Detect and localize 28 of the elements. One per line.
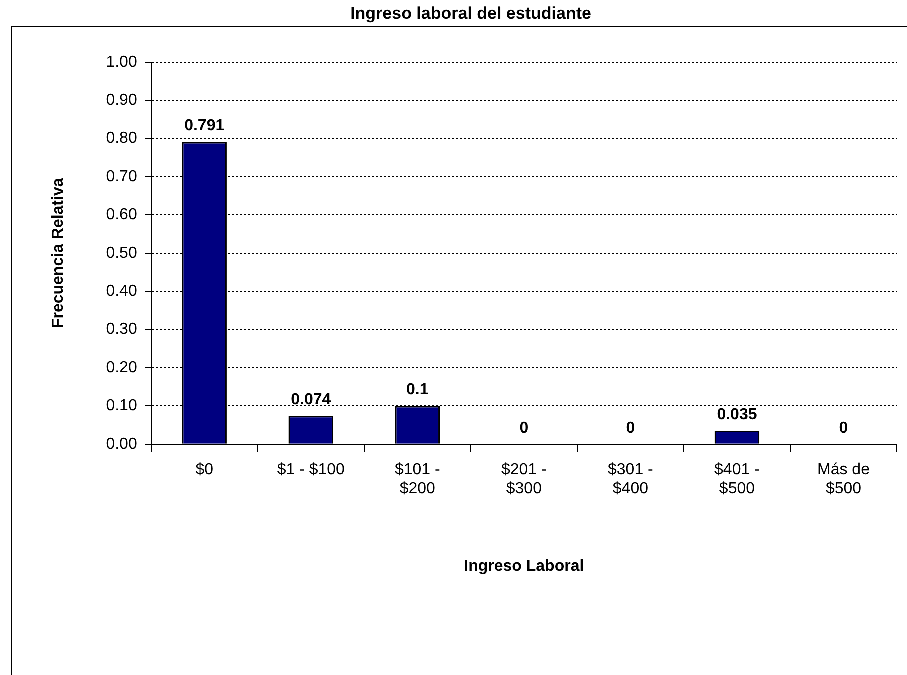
y-tick-label: 0.80 bbox=[106, 130, 138, 148]
data-label: 0 bbox=[839, 420, 848, 437]
y-tick-label: 0.90 bbox=[106, 92, 138, 110]
x-tick-label: $201 - $300 bbox=[501, 461, 547, 498]
y-tick-label: 0.70 bbox=[106, 168, 138, 186]
y-tick-label: 0.10 bbox=[106, 398, 138, 415]
data-label: 0.791 bbox=[184, 118, 225, 135]
y-tick-label: 0.40 bbox=[106, 283, 138, 300]
data-label: 0 bbox=[626, 420, 636, 437]
x-tick-label: $401 - $500 bbox=[714, 461, 760, 498]
x-tick-label: $101 - $200 bbox=[394, 461, 440, 498]
y-tick-label: 0.30 bbox=[106, 321, 138, 338]
y-tick-label: 0.50 bbox=[106, 244, 138, 262]
x-axis-title: Ingreso Laboral bbox=[464, 558, 584, 575]
x-tick-label: Más de $500 bbox=[818, 461, 870, 498]
data-label: 0.1 bbox=[406, 382, 429, 399]
data-label: 0.035 bbox=[717, 406, 758, 424]
y-tick-label: 0.60 bbox=[106, 206, 138, 224]
data-label: 0.074 bbox=[291, 392, 332, 409]
y-tick-label: 0.20 bbox=[106, 359, 138, 376]
x-tick-label: $1 - $100 bbox=[277, 461, 346, 478]
chart-title: Ingreso laboral del estudiante bbox=[350, 4, 592, 23]
y-tick-label: 0.00 bbox=[106, 436, 138, 453]
y-axis-title: Frecuencia Relativa bbox=[50, 178, 68, 329]
data-label: 0 bbox=[520, 420, 529, 437]
y-tick-label: 1.00 bbox=[106, 54, 138, 71]
x-tick-label: $301 - $400 bbox=[608, 461, 654, 498]
x-tick-label: $0 bbox=[196, 461, 214, 478]
